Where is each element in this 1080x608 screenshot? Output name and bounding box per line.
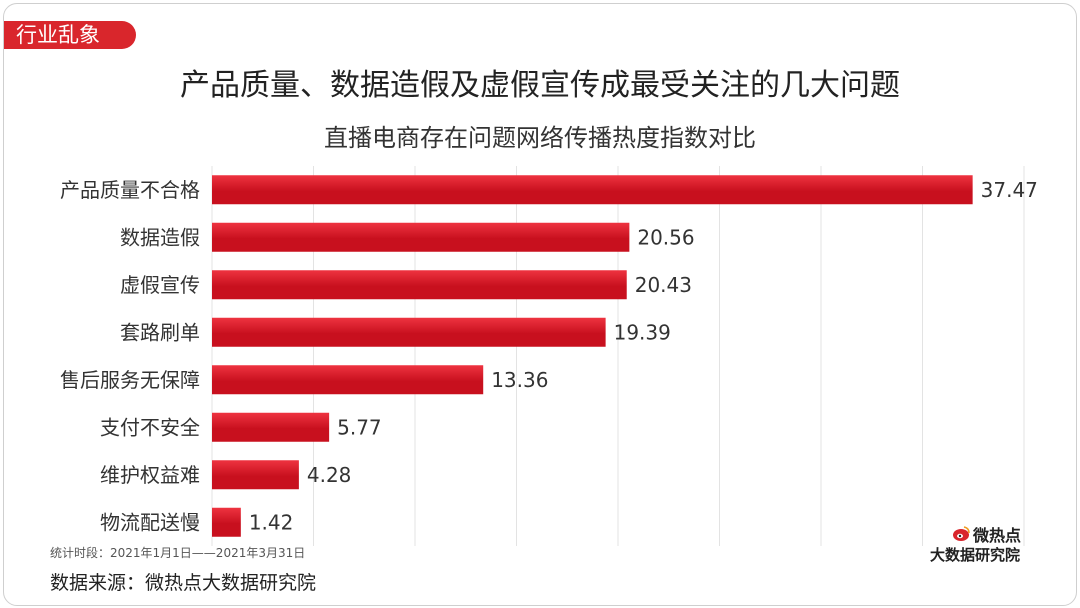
category-label: 支付不安全 — [100, 415, 200, 439]
bar — [212, 507, 241, 537]
value-label: 4.28 — [307, 463, 352, 487]
category-label: 维护权益难 — [100, 463, 200, 487]
section-tag: 行业乱象 — [4, 21, 136, 49]
value-label: 19.39 — [614, 320, 671, 344]
value-label: 20.56 — [637, 225, 694, 249]
bar — [212, 460, 299, 490]
weibo-eye-icon — [953, 526, 970, 541]
bar — [212, 412, 330, 442]
page-title: 产品质量、数据造假及虚假宣传成最受关注的几大问题 — [180, 68, 900, 103]
value-label: 20.43 — [635, 273, 692, 297]
category-label: 产品质量不合格 — [60, 178, 200, 202]
value-label: 37.47 — [981, 178, 1038, 202]
bar — [212, 365, 484, 395]
category-labels: 产品质量不合格数据造假虚假宣传套路刷单售后服务无保障支付不安全维护权益难物流配送… — [60, 178, 200, 535]
logo-name: 微热点 — [973, 526, 1022, 545]
bar — [212, 175, 973, 205]
category-label: 虚假宣传 — [120, 273, 200, 297]
bar — [212, 270, 627, 300]
brand-logo: 微热点 大数据研究院 — [930, 522, 1050, 565]
value-labels: 37.47 20.56 20.43 19.39 13.36 5.77 4.28 1.42 — [249, 178, 1038, 535]
bar — [212, 317, 606, 347]
category-label: 数据造假 — [120, 225, 200, 249]
logo-subtitle: 大数据研究院 — [930, 546, 1021, 564]
slide-frame: 行业乱象 产品质量、数据造假及虚假宣传成最受关注的几大问题 直播电商存在问题网络… — [3, 3, 1077, 606]
value-label: 13.36 — [491, 368, 548, 392]
value-label: 1.42 — [249, 510, 294, 534]
chart-title: 直播电商存在问题网络传播热度指数对比 — [324, 124, 756, 152]
value-label: 5.77 — [337, 415, 382, 439]
statistics-period: 统计时段：2021年1月1日——2021年3月31日 — [50, 546, 306, 560]
bar — [212, 222, 630, 252]
data-source: 数据来源：微热点大数据研究院 — [50, 572, 317, 594]
bars — [212, 175, 973, 537]
category-label: 套路刷单 — [120, 320, 200, 344]
category-label: 物流配送慢 — [100, 510, 200, 534]
category-label: 售后服务无保障 — [60, 368, 200, 392]
